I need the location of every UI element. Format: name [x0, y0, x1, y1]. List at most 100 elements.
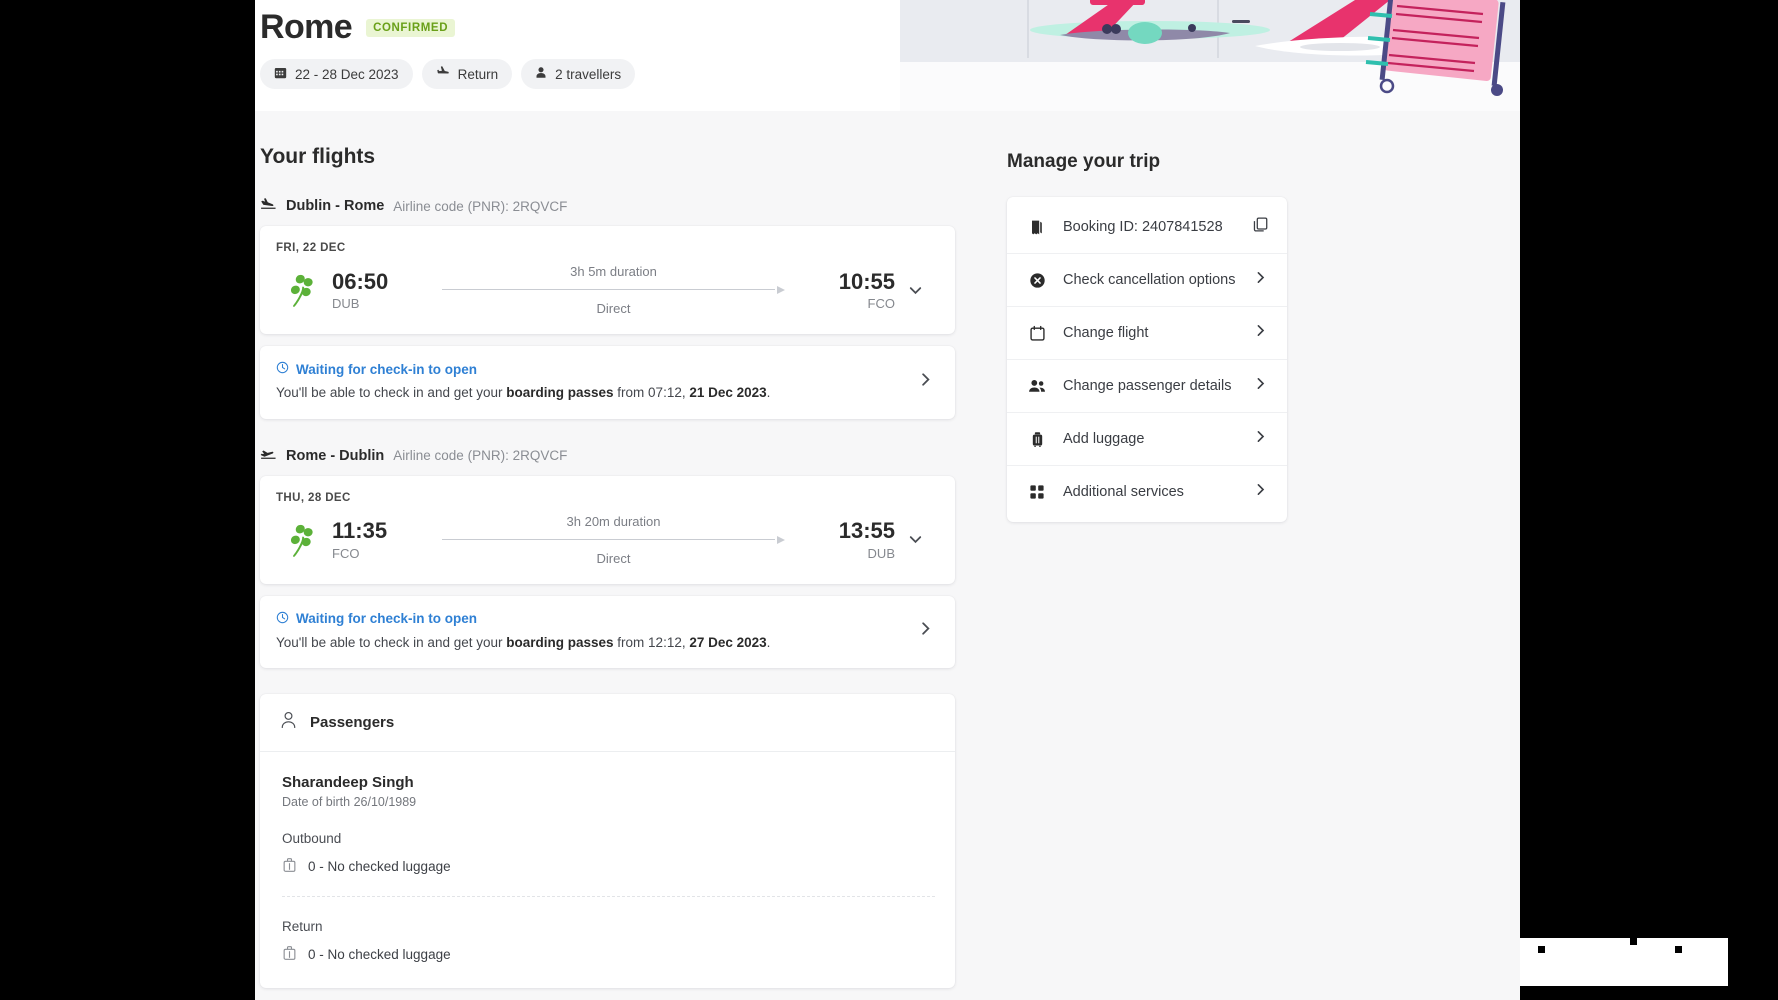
flight-date: THU, 28 DEC	[276, 491, 351, 504]
checkin-text-date: 21 Dec 2023	[689, 385, 767, 400]
flight-segment-outbound: Dublin - Rome Airline code (PNR): 2RQVCF…	[260, 197, 955, 419]
flight-line	[442, 286, 785, 294]
flight-card: FRI, 22 DEC	[260, 226, 955, 334]
leg-header: Rome - Dublin Airline code (PNR): 2RQVCF	[260, 447, 955, 465]
checkin-text-pre: You'll be able to check in and get your	[276, 634, 507, 650]
sidebar-item-label: Additional services	[1063, 484, 1184, 500]
manage-trip-card: Booking ID: 2407841528	[1007, 197, 1287, 522]
flight-duration: 3h 20m duration	[566, 513, 661, 529]
departure-time: 11:35	[332, 518, 388, 544]
arrival-block: 13:55 DUB	[803, 518, 895, 560]
luggage-row: 0 - No checked luggage	[282, 857, 935, 876]
checkin-text-date: 27 Dec 2023	[689, 634, 767, 650]
sidebar-item-booking-id[interactable]: Booking ID: 2407841528	[1007, 201, 1287, 254]
sidebar-title: Manage your trip	[1007, 151, 1161, 172]
passenger-segment-outbound: Outbound 0 - No checked luggage	[282, 831, 935, 876]
page-title: Rome	[260, 8, 353, 46]
chevron-right-icon[interactable]	[916, 370, 935, 394]
checkin-detail: You'll be able to check in and get your …	[276, 383, 916, 403]
flight-line	[442, 535, 785, 544]
chevron-right-icon[interactable]	[1252, 269, 1269, 291]
flight-card: THU, 28 DEC	[260, 475, 955, 584]
checkin-status-label: Waiting for check-in to open	[296, 611, 477, 627]
chevron-right-icon[interactable]	[1252, 322, 1269, 344]
plane-landing-icon	[260, 197, 277, 215]
expand-flight-button[interactable]	[895, 530, 935, 549]
arrival-time: 10:55	[838, 268, 895, 294]
shamrock-icon	[276, 521, 332, 559]
flight-duration-block: 3h 5m duration Direct	[424, 264, 803, 316]
arrival-airport: DUB	[867, 545, 895, 561]
checkin-status: Waiting for check-in to open	[276, 361, 916, 377]
chip-travellers: 2 travellers	[521, 59, 636, 89]
departure-airport: DUB	[332, 296, 360, 312]
flight-duration-block: 3h 20m duration Direct	[424, 514, 803, 566]
suitcase-icon	[282, 945, 297, 964]
passengers-card: Passengers Sharandeep Singh Date of birt…	[260, 694, 955, 989]
sidebar-item-additional-services[interactable]: Additional services	[1007, 466, 1287, 518]
sidebar-item-label: Check cancellation options	[1063, 272, 1236, 288]
chip-dates-label: 22 - 28 Dec 2023	[295, 66, 399, 82]
passenger-name: Sharandeep Singh	[282, 774, 414, 792]
ticket-icon	[1027, 219, 1047, 236]
checkin-status: Waiting for check-in to open	[276, 611, 916, 627]
hero-banner: Rome CONFIRMED	[255, 0, 1520, 111]
luggage-label: 0 - No checked luggage	[308, 859, 451, 875]
passenger-row: Sharandeep Singh Date of birth 26/10/198…	[260, 752, 955, 988]
arrival-time: 13:55	[838, 518, 895, 544]
luggage-icon	[1027, 431, 1047, 448]
luggage-label: 0 - No checked luggage	[308, 947, 451, 963]
trip-summary-chips: 22 - 28 Dec 2023 Return	[260, 59, 636, 89]
checkin-text-pre: You'll be able to check in and get your	[276, 385, 507, 400]
sidebar-item-label: Add luggage	[1063, 431, 1145, 447]
luggage-row: 0 - No checked luggage	[282, 945, 935, 964]
manage-trip-column: Manage your trip Booking ID: 2407841528	[1007, 145, 1287, 988]
grid-icon	[1027, 484, 1047, 500]
segment-label: Outbound	[282, 831, 342, 847]
sidebar-item-check-cancellation-options[interactable]: Check cancellation options	[1007, 254, 1287, 307]
plane-takeoff-icon	[260, 447, 277, 465]
departure-airport: FCO	[332, 545, 360, 561]
sidebar-item-change-passenger-details[interactable]: Change passenger details	[1007, 360, 1287, 413]
passenger-segment-return: Return 0 - No checked luggage	[282, 919, 935, 964]
booking-page: Rome CONFIRMED	[255, 0, 1520, 1000]
segment-label: Return	[282, 919, 323, 935]
leg-pnr: Airline code (PNR): 2RQVCF	[393, 198, 568, 214]
checkin-text-mid: from 07:12,	[613, 385, 690, 400]
leg-route: Dublin - Rome	[286, 198, 385, 214]
expand-flight-button[interactable]	[895, 281, 935, 300]
checkin-text-bold: boarding passes	[506, 634, 614, 650]
copy-icon[interactable]	[1252, 216, 1269, 238]
status-badge: CONFIRMED	[366, 18, 456, 37]
checkin-detail: You'll be able to check in and get your …	[276, 633, 916, 653]
chevron-right-icon[interactable]	[916, 619, 935, 643]
sidebar-item-add-luggage[interactable]: Add luggage	[1007, 413, 1287, 466]
checkin-banner[interactable]: Waiting for check-in to open You'll be a…	[260, 346, 955, 419]
section-title-your-flights: Your flights	[260, 145, 376, 168]
checkin-text-end: .	[766, 385, 771, 400]
checkin-banner[interactable]: Waiting for check-in to open You'll be a…	[260, 595, 955, 669]
sidebar-item-label: Change flight	[1063, 325, 1149, 341]
passengers-title: Passengers	[310, 714, 395, 732]
flight-stops: Direct	[596, 550, 631, 566]
clock-icon	[276, 611, 289, 627]
shamrock-icon	[276, 271, 332, 309]
flight-duration: 3h 5m duration	[570, 264, 657, 279]
departure-block: 06:50 DUB	[332, 269, 424, 311]
hero-illustration	[900, 0, 1520, 111]
flight-stops: Direct	[596, 301, 631, 316]
people-icon	[1027, 378, 1047, 394]
arrival-airport: FCO	[867, 296, 895, 312]
booking-id-label: Booking ID: 2407841528	[1063, 219, 1223, 235]
chip-travellers-label: 2 travellers	[555, 66, 622, 82]
flight-date: FRI, 22 DEC	[276, 242, 346, 254]
sidebar-item-change-flight[interactable]: Change flight	[1007, 307, 1287, 360]
destination-title-row: Rome CONFIRMED	[260, 0, 635, 47]
checkin-status-label: Waiting for check-in to open	[296, 361, 477, 377]
chevron-right-icon[interactable]	[1252, 375, 1269, 397]
leg-route: Rome - Dublin	[286, 447, 385, 464]
sidebar-item-label: Change passenger details	[1063, 378, 1232, 394]
chevron-right-icon[interactable]	[1252, 481, 1269, 503]
person-icon	[535, 66, 547, 82]
chevron-right-icon[interactable]	[1252, 428, 1269, 450]
